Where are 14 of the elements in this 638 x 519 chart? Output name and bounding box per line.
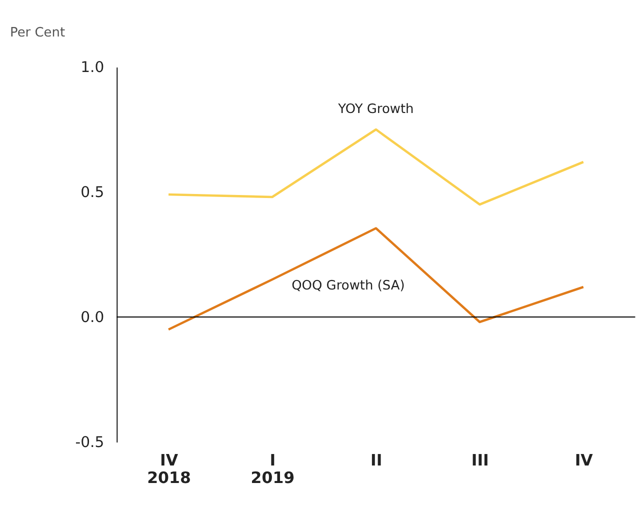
y-tick-label: -0.5: [75, 434, 104, 452]
y-tick-label: 0.0: [80, 309, 104, 326]
x-tick-label: I 2019: [250, 450, 295, 488]
x-tick-label: II: [370, 450, 382, 470]
line-series: [167, 227, 585, 331]
line-series: [167, 128, 585, 206]
y-tick-label: 1.0: [80, 59, 104, 76]
series-label: YOY Growth: [337, 102, 414, 117]
x-tick-label: IV 2018: [147, 450, 191, 488]
series-label: QOQ Growth (SA): [292, 278, 405, 294]
x-tick-label: III: [471, 450, 489, 470]
y-tick-label: 0.5: [80, 184, 104, 202]
y-axis-title: Per Cent: [10, 25, 66, 40]
x-tick-label: IV: [574, 450, 594, 470]
